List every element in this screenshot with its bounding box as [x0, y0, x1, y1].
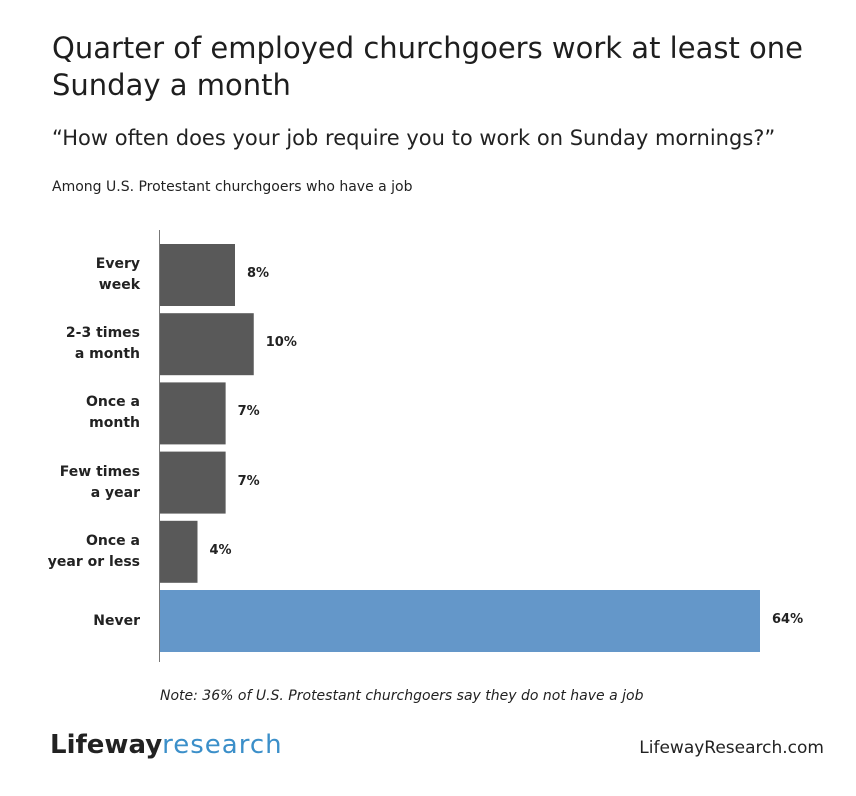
value-label: 4%: [209, 542, 232, 558]
value-label: 7%: [237, 404, 260, 420]
chart-subtitle: “How often does your job require you to …: [52, 126, 776, 150]
bar: [160, 244, 235, 306]
brand-logo: Lifewayresearch: [50, 730, 283, 760]
bar: [160, 590, 760, 652]
category-label: 2-3 times a month: [65, 325, 140, 363]
category-label: Once a year or less: [47, 532, 140, 570]
brand-name: Lifeway: [50, 730, 163, 760]
bar: [160, 313, 254, 376]
value-label: 10%: [265, 335, 297, 351]
category-label: Few times a year: [59, 463, 140, 501]
category-label: Every week: [95, 256, 140, 293]
value-label: 8%: [247, 266, 270, 281]
chart-title: Quarter of employed churchgoers work at …: [52, 31, 803, 102]
value-label: 64%: [772, 612, 804, 627]
bar: [160, 520, 198, 583]
annotation: Among U.S. Protestant churchgoers who ha…: [52, 179, 413, 195]
bar: [160, 451, 226, 514]
note: Note: 36% of U.S. Protestant churchgoers…: [160, 688, 644, 704]
bar: [160, 382, 226, 445]
value-label: 7%: [237, 473, 260, 489]
source-url: LifewayResearch.com: [639, 738, 824, 758]
category-label: Once a month: [86, 394, 140, 432]
brand-suffix: research: [162, 730, 283, 760]
category-label: Never: [93, 612, 140, 629]
